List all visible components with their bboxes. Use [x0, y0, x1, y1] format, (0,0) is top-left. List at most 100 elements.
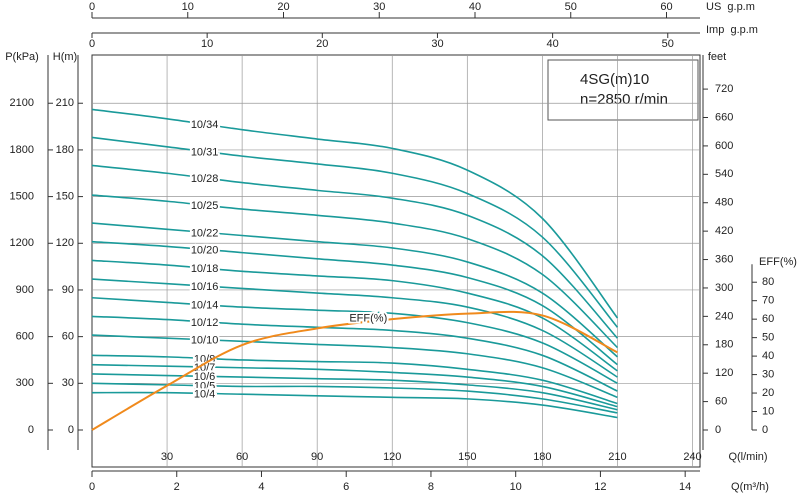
x-tick-label: 120	[383, 451, 401, 463]
curve	[91, 296, 618, 385]
axis-tick-label: 10	[510, 481, 522, 493]
axis-tick-label: 40	[762, 350, 774, 362]
curve	[91, 315, 618, 392]
axis-tick-label: 4	[258, 481, 264, 493]
axis-tick-label: 30	[431, 38, 443, 50]
axis-tick-label: 40	[546, 38, 558, 50]
y-tick-label: 180	[56, 144, 74, 156]
axis-tick-label: 20	[277, 1, 289, 13]
series-label: 10/4	[194, 388, 215, 400]
axis-tick-label: 12	[594, 481, 606, 493]
x-axis-title: Q(l/min)	[728, 451, 767, 463]
axis-tick-label: 10	[182, 1, 194, 13]
series-label: 10/14	[191, 300, 219, 312]
curve	[91, 310, 618, 431]
axis-tick-label: 2100	[10, 97, 34, 109]
axis-tick-label: 660	[715, 111, 733, 123]
axis-tick-label: 50	[662, 38, 674, 50]
curve	[91, 373, 618, 411]
axis-tick-label: 50	[565, 1, 577, 13]
axis-tick-label: 30	[762, 368, 774, 380]
axis-tick-label: 1800	[10, 144, 34, 156]
curve	[91, 334, 618, 399]
x-tick-label: 150	[458, 451, 476, 463]
axis-tick-label: 14	[679, 481, 691, 493]
axis-tick-label: 480	[715, 197, 733, 209]
series-label: EFF(%)	[349, 313, 387, 325]
x-tick-label: 30	[161, 451, 173, 463]
series-label: 10/7	[194, 362, 215, 374]
chart-subtitle: n=2850 r/min	[580, 91, 668, 108]
y-tick-label: 60	[62, 331, 74, 343]
axis-tick-label: 0	[715, 424, 721, 436]
axis-tick-label: 300	[16, 377, 34, 389]
series-label: 10/25	[191, 200, 219, 212]
series-label: 10/34	[191, 119, 219, 131]
y-tick-label: 210	[56, 97, 74, 109]
axis-tick-label: 0	[89, 1, 95, 13]
curve	[91, 259, 618, 372]
series-label: 10/31	[191, 146, 219, 158]
axis-tick-label: 8	[428, 481, 434, 493]
x-tick-label: 210	[608, 451, 626, 463]
legend-box	[547, 59, 699, 121]
axis-tick-label: 600	[715, 140, 733, 152]
axis-tick-label: 70	[762, 295, 774, 307]
axis-tick-label: 420	[715, 225, 733, 237]
y-tick-label: 120	[56, 237, 74, 249]
series-label: 10/28	[191, 173, 219, 185]
chart-title: 4SG(m)10	[580, 71, 649, 88]
series-label: 10/10	[191, 335, 219, 347]
axis-tick-label: 2	[174, 481, 180, 493]
axis-tick-label: 50	[762, 332, 774, 344]
x-tick-label: 180	[533, 451, 551, 463]
curve	[91, 194, 618, 349]
axis-tick-label: 60	[715, 395, 727, 407]
series-label: 10/8	[194, 353, 215, 365]
axis-tick-label: 120	[715, 367, 733, 379]
axis-tick-label: 540	[715, 168, 733, 180]
y-axis-title: H(m)	[53, 51, 77, 63]
y-tick-label: 30	[62, 377, 74, 389]
curve	[91, 354, 618, 405]
axis-tick-label: 20	[762, 387, 774, 399]
x-tick-label: 240	[683, 451, 701, 463]
axis-tick-label: 720	[715, 83, 733, 95]
y-tick-label: 0	[68, 424, 74, 436]
axis-tick-label: 40	[469, 1, 481, 13]
series-label: 10/5	[194, 381, 215, 393]
axis-title: US g.p.m	[706, 1, 755, 13]
series-label: 10/18	[191, 263, 219, 275]
axis-title: Imp g.p.m	[706, 24, 758, 36]
axis-title: EFF(%)	[759, 256, 797, 268]
series-label: 10/12	[191, 317, 219, 329]
axis-tick-label: 0	[28, 424, 34, 436]
series-label: 10/6	[194, 371, 215, 383]
curve	[91, 164, 619, 339]
axis-tick-label: 1500	[10, 191, 34, 203]
axis-tick-label: 1200	[10, 237, 34, 249]
axis-title: Q(m³/h)	[731, 481, 769, 493]
axis-title: feet	[708, 51, 726, 63]
axis-tick-label: 0	[89, 481, 95, 493]
curve	[91, 136, 619, 328]
axis-tick-label: 0	[89, 38, 95, 50]
axis-tick-label: 20	[316, 38, 328, 50]
curve	[91, 222, 618, 358]
series-label: 10/16	[191, 281, 219, 293]
series-label: 10/20	[191, 244, 219, 256]
axis-tick-label: 360	[715, 253, 733, 265]
curve	[91, 391, 618, 419]
axis-tick-label: 10	[201, 38, 213, 50]
axis-tick-label: 80	[762, 276, 774, 288]
axis-tick-label: 30	[373, 1, 385, 13]
y-tick-label: 150	[56, 191, 74, 203]
curve	[91, 382, 618, 414]
axis-tick-label: 240	[715, 310, 733, 322]
axis-tick-label: 60	[762, 313, 774, 325]
axis-tick-label: 900	[16, 284, 34, 296]
curve	[91, 278, 618, 378]
x-tick-label: 60	[236, 451, 248, 463]
axis-title: P(kPa)	[5, 51, 39, 63]
axis-tick-label: 180	[715, 339, 733, 351]
